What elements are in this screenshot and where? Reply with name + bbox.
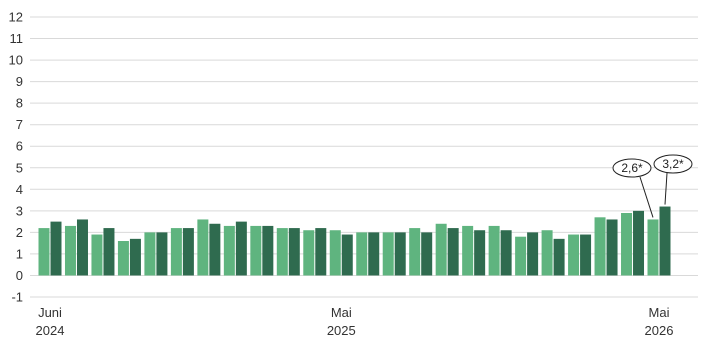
y-tick-label: -1: [11, 290, 23, 305]
bar-series-2: [394, 232, 406, 276]
bar-series-2: [553, 238, 565, 276]
bar-series-2: [580, 234, 592, 276]
bar-series-1: [594, 217, 606, 276]
x-axis-year-label: 2024: [36, 323, 65, 337]
bar-series-1: [197, 219, 209, 276]
bar-series-2: [527, 232, 539, 276]
bar-series-2: [421, 232, 433, 276]
bar-series-1: [38, 228, 50, 276]
x-axis-year-label: 2025: [327, 323, 356, 337]
bar-series-1: [568, 234, 580, 276]
callout-bubble: [653, 154, 693, 174]
callout-label: 2,6*: [621, 161, 643, 175]
callout-label: 3,2*: [662, 157, 684, 171]
bar-series-1: [382, 232, 394, 276]
y-tick-label: 4: [16, 182, 23, 197]
bar-series-2: [633, 210, 645, 276]
bar-series-2: [182, 228, 194, 276]
y-tick-label: 0: [16, 268, 23, 283]
value-callouts: 2,6* 3,2*: [612, 154, 693, 218]
y-tick-label: 3: [16, 203, 23, 218]
bar-series-2: [474, 230, 486, 276]
bar-series-2: [209, 223, 221, 276]
y-tick-label: 1: [16, 246, 23, 261]
bar-series-2: [262, 225, 274, 276]
y-tick-label: 2: [16, 225, 23, 240]
bar-series-1: [515, 236, 527, 276]
bar-series-1: [541, 230, 553, 276]
bar-series-2: [76, 219, 88, 276]
y-tick-label: 12: [9, 10, 23, 25]
bar-series-2: [103, 228, 115, 276]
x-axis-labels: Juni 2024 Mai 2025 Mai 2026: [36, 305, 674, 337]
bar-series-1: [488, 225, 500, 276]
bar-series-1: [144, 232, 156, 276]
bar-series-2: [50, 221, 62, 276]
callout-bubble: [612, 158, 652, 178]
bar-series-1: [435, 223, 447, 276]
bar-series-1: [356, 232, 368, 276]
y-tick-label: 8: [16, 96, 23, 111]
y-tick-label: 9: [16, 74, 23, 89]
bar-series-1: [329, 230, 341, 276]
x-axis-month-label: Juni: [38, 305, 62, 320]
bar-series-1: [250, 225, 262, 276]
bar-series-1: [91, 234, 103, 276]
bars: [38, 206, 671, 276]
bar-series-2: [156, 232, 168, 276]
y-tick-label: 10: [9, 53, 23, 68]
bar-series-2: [368, 232, 380, 276]
bar-series-2: [447, 228, 459, 276]
bar-series-1: [223, 225, 235, 276]
bar-series-2: [606, 219, 618, 276]
bar-series-1: [170, 228, 182, 276]
bar-series-1: [647, 219, 659, 276]
y-tick-label: 5: [16, 160, 23, 175]
gridlines: [30, 16, 698, 298]
bar-series-1: [409, 228, 421, 276]
y-tick-label: 6: [16, 139, 23, 154]
bar-series-1: [276, 228, 288, 276]
x-axis-year-label: 2026: [645, 323, 674, 337]
bar-series-2: [659, 206, 671, 276]
y-tick-label: 7: [16, 117, 23, 132]
bar-series-1: [462, 225, 474, 276]
bar-series-1: [621, 213, 633, 276]
x-axis-month-label: Mai: [331, 305, 352, 320]
bar-series-2: [129, 238, 141, 276]
callout-leader-line: [664, 172, 668, 205]
bar-series-1: [64, 225, 76, 276]
bar-series-2: [500, 230, 512, 276]
bar-series-2: [315, 228, 327, 276]
x-axis-month-label: Mai: [649, 305, 670, 320]
bar-series-2: [288, 228, 300, 276]
bar-series-2: [235, 221, 247, 276]
bar-series-1: [303, 230, 315, 276]
callout-leader-line: [639, 176, 654, 218]
y-tick-label: 11: [10, 31, 24, 46]
bar-series-2: [341, 234, 353, 276]
bar-series-1: [117, 241, 129, 276]
